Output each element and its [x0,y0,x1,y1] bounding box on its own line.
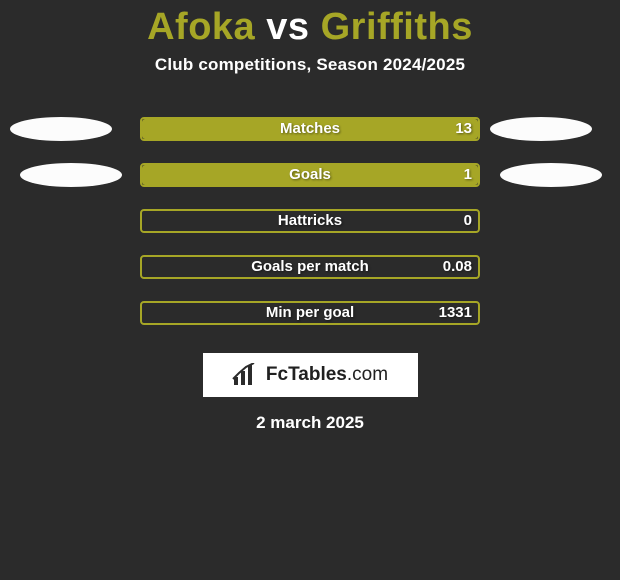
logo-text-light: .com [347,364,388,385]
left-ellipse-icon [20,163,122,187]
stat-row: Goals 1 [0,151,620,197]
stat-row: Matches 13 [0,105,620,151]
stat-row: Goals per match 0.08 [0,243,620,289]
logo-text: FcTables.com [266,364,388,386]
logo-text-strong: FcTables [266,364,347,385]
subtitle: Club competitions, Season 2024/2025 [0,55,620,75]
right-ellipse-icon [500,163,602,187]
stat-bar-fill [142,165,478,185]
stat-bar [140,301,480,325]
stat-bar-fill [142,119,478,139]
stat-row: Min per goal 1331 [0,289,620,335]
stat-row: Hattricks 0 [0,197,620,243]
logo-box: FcTables.com [203,353,418,397]
stat-bar [140,117,480,141]
stat-bar [140,209,480,233]
chart-area: Matches 13 Goals 1 Hattricks 0 Goals per [0,105,620,335]
title-player-b: Griffiths [321,6,473,48]
right-ellipse-icon [490,117,592,141]
stat-bar [140,163,480,187]
date-label: 2 march 2025 [0,413,620,433]
bars-icon [232,363,260,387]
title-player-a: Afoka [147,6,255,48]
logo: FcTables.com [232,363,388,387]
page-title: Afoka vs Griffiths [0,0,620,49]
stat-bar [140,255,480,279]
title-vs: vs [266,6,309,48]
root: Afoka vs Griffiths Club competitions, Se… [0,0,620,580]
left-ellipse-icon [10,117,112,141]
